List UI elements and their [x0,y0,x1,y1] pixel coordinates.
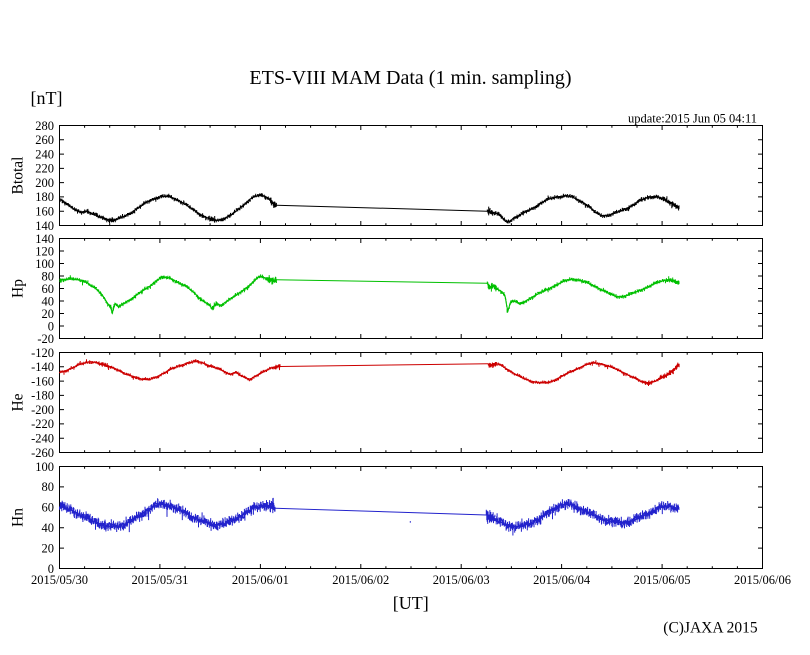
svg-text:[nT]: [nT] [31,88,63,108]
svg-text:20: 20 [42,541,55,555]
svg-text:-120: -120 [31,346,54,360]
svg-text:80: 80 [42,480,55,494]
svg-text:2015/06/05: 2015/06/05 [634,573,691,587]
svg-text:140: 140 [35,232,54,246]
svg-text:He: He [10,393,27,411]
svg-text:-200: -200 [31,403,54,417]
svg-text:-240: -240 [31,432,54,446]
svg-text:280: 280 [35,119,54,133]
svg-text:-220: -220 [31,417,54,431]
svg-text:2015/05/30: 2015/05/30 [31,573,88,587]
svg-text:240: 240 [35,147,54,161]
svg-text:-160: -160 [31,374,54,388]
svg-text:2015/06/06: 2015/06/06 [734,573,791,587]
svg-text:100: 100 [35,257,54,271]
svg-text:40: 40 [42,521,55,535]
svg-text:2015/06/02: 2015/06/02 [332,573,389,587]
svg-text:2015/06/04: 2015/06/04 [533,573,591,587]
svg-text:Hn: Hn [10,508,27,527]
svg-text:-20: -20 [37,332,54,346]
svg-text:2015/06/03: 2015/06/03 [433,573,490,587]
svg-text:-140: -140 [31,360,54,374]
svg-text:ETS-VIII MAM Data (1 min. samp: ETS-VIII MAM Data (1 min. sampling) [249,67,571,89]
svg-text:0: 0 [48,319,54,333]
svg-text:Btotal: Btotal [10,157,27,195]
svg-text:0: 0 [48,562,54,576]
svg-text:180: 180 [35,190,54,204]
svg-text:120: 120 [35,244,54,258]
svg-text:100: 100 [35,460,54,474]
svg-text:140: 140 [35,219,54,233]
svg-text:update:2015 Jun 05 04:11: update:2015 Jun 05 04:11 [628,111,757,125]
svg-text:2015/05/31: 2015/05/31 [131,573,188,587]
svg-text:160: 160 [35,205,54,219]
svg-text:(C)JAXA 2015: (C)JAXA 2015 [663,620,758,637]
svg-text:260: 260 [35,133,54,147]
svg-text:80: 80 [42,269,55,283]
svg-text:220: 220 [35,162,54,176]
svg-text:40: 40 [42,294,55,308]
svg-text:-260: -260 [31,446,54,460]
svg-text:200: 200 [35,176,54,190]
svg-text:Hp: Hp [10,279,27,298]
svg-text:20: 20 [42,307,55,321]
svg-text:60: 60 [42,282,55,296]
svg-text:2015/06/01: 2015/06/01 [232,573,289,587]
svg-text:60: 60 [42,501,55,515]
svg-text:[UT]: [UT] [393,593,429,613]
svg-text:-180: -180 [31,389,54,403]
